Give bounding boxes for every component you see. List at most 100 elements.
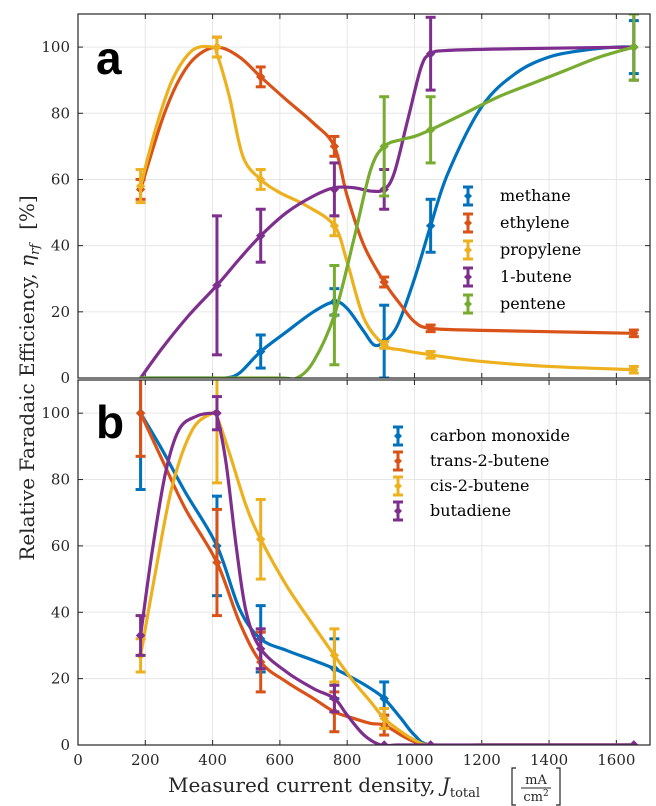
data-point bbox=[329, 221, 340, 231]
data-point bbox=[629, 328, 639, 339]
series-pentene bbox=[138, 14, 639, 378]
data-point bbox=[255, 534, 266, 544]
series-line bbox=[138, 45, 636, 378]
y-tick-label: 60 bbox=[51, 537, 70, 555]
data-point bbox=[379, 141, 389, 152]
data-point bbox=[329, 310, 340, 320]
legend-label: cis-2-butene bbox=[430, 476, 530, 495]
x-axis-label-unit-exponent: 2 bbox=[543, 789, 549, 799]
data-point bbox=[255, 174, 266, 185]
legend: carbon monoxide trans-2-butene cis-2-buten… bbox=[393, 425, 570, 522]
x-axis-label-text: Measured current density, bbox=[168, 773, 442, 797]
x-tick-label: 400 bbox=[198, 751, 227, 769]
x-tick-label: 0 bbox=[73, 751, 83, 769]
y-axis-label-unit: [%] bbox=[15, 195, 39, 230]
series-butadiene bbox=[135, 395, 639, 745]
data-point bbox=[629, 42, 639, 52]
legend-marker-point bbox=[464, 219, 472, 227]
x-tick-label: 1200 bbox=[463, 751, 501, 769]
data-point bbox=[629, 365, 639, 375]
data-point bbox=[425, 323, 436, 334]
legend: methane ethylene propylene 1-butene pentene bbox=[463, 185, 581, 315]
x-tick-label: 1600 bbox=[597, 751, 635, 769]
y-tick-label: 80 bbox=[51, 471, 70, 489]
legend-marker-point bbox=[394, 507, 402, 515]
x-tick-label: 1400 bbox=[530, 751, 568, 769]
legend-label: propylene bbox=[500, 240, 581, 259]
legend-label: ethylene bbox=[500, 213, 570, 232]
axes-frame bbox=[77, 379, 651, 746]
y-tick-label: 0 bbox=[60, 736, 70, 754]
legend-marker-point bbox=[394, 432, 402, 440]
x-axis-label-symbol: J bbox=[438, 773, 451, 797]
panel-label: a bbox=[96, 32, 122, 84]
y-axis-label-subscript: rf bbox=[28, 242, 43, 255]
data-point bbox=[135, 408, 146, 418]
data-point bbox=[255, 72, 266, 82]
legend-marker-point bbox=[394, 482, 402, 490]
data-point bbox=[425, 350, 436, 360]
legend-label: trans-2-butene bbox=[430, 451, 549, 470]
data-point bbox=[629, 740, 639, 745]
y-tick-label: 60 bbox=[51, 170, 70, 188]
data-point bbox=[329, 141, 340, 152]
data-point bbox=[135, 181, 146, 191]
data-point bbox=[379, 277, 389, 287]
legend-marker-point bbox=[394, 457, 402, 465]
legend-marker-point bbox=[464, 300, 472, 308]
series-line bbox=[138, 45, 636, 378]
y-tick-label: 40 bbox=[51, 237, 70, 255]
data-point bbox=[425, 221, 436, 231]
data-point bbox=[379, 340, 389, 350]
data-point bbox=[135, 630, 146, 641]
x-axis-label-left-bracket bbox=[511, 767, 516, 806]
data-point bbox=[425, 125, 436, 135]
x-tick-label: 800 bbox=[333, 751, 362, 769]
legend-label: methane bbox=[500, 186, 571, 205]
data-point bbox=[212, 42, 222, 52]
svg-text:Relative Faradaic Efficiency,: Relative Faradaic Efficiency, ηrf [%] bbox=[15, 195, 43, 560]
y-tick-label: 20 bbox=[51, 303, 70, 321]
y-axis-label: Relative Faradaic Efficiency, ηrf [%] bbox=[15, 195, 43, 560]
legend-label: 1-butene bbox=[500, 267, 572, 286]
panel-b: 0 20 40 60 80 100 b carbon monoxide trans-2-bute… bbox=[41, 379, 651, 754]
x-axis-label-unit-denominator: cm bbox=[523, 790, 543, 805]
series-layer bbox=[135, 14, 639, 378]
x-axis-label-unit-numerator: mA bbox=[525, 773, 547, 788]
y-axis-label-text: Relative Faradaic Efficiency, bbox=[15, 267, 39, 561]
data-point bbox=[255, 346, 266, 357]
data-point bbox=[329, 693, 340, 704]
svg-text:cm2: cm2 bbox=[523, 789, 548, 805]
y-tick-label: 40 bbox=[51, 603, 70, 621]
shared-x-axis: 0 200 400 600 800 1000 1200 1400 1600 bbox=[73, 751, 635, 769]
y-tick-label: 0 bbox=[60, 369, 70, 387]
svg-text:Measured current density, Jtot: Measured current density, Jtotal bbox=[168, 773, 480, 801]
x-axis-label-right-bracket bbox=[556, 767, 561, 806]
x-tick-label: 600 bbox=[266, 751, 295, 769]
panel-a: 0 20 40 60 80 100 a methane ethylene propylene 1-b… bbox=[41, 13, 651, 387]
data-point bbox=[379, 693, 389, 704]
x-axis-label-subscript: total bbox=[450, 786, 480, 801]
series-propylene bbox=[135, 35, 639, 375]
x-tick-label: 1000 bbox=[395, 751, 433, 769]
legend-label: butadiene bbox=[430, 501, 511, 520]
panel-label: b bbox=[96, 396, 124, 448]
legend-label: pentene bbox=[500, 294, 566, 313]
series-line bbox=[138, 410, 636, 745]
data-point bbox=[212, 557, 222, 568]
legend-marker-point bbox=[464, 192, 472, 200]
data-point bbox=[212, 280, 222, 291]
y-tick-label: 100 bbox=[41, 38, 70, 56]
legend-label: carbon monoxide bbox=[430, 426, 570, 445]
y-tick-label: 20 bbox=[51, 670, 70, 688]
y-tick-label: 80 bbox=[51, 104, 70, 122]
data-point bbox=[379, 713, 389, 724]
data-point bbox=[425, 49, 436, 59]
data-point bbox=[255, 644, 266, 654]
y-axis-label-symbol: η bbox=[15, 255, 39, 267]
x-tick-label: 200 bbox=[131, 751, 160, 769]
data-point bbox=[212, 408, 222, 418]
data-point bbox=[329, 184, 340, 195]
y-tick-label: 100 bbox=[41, 404, 70, 422]
